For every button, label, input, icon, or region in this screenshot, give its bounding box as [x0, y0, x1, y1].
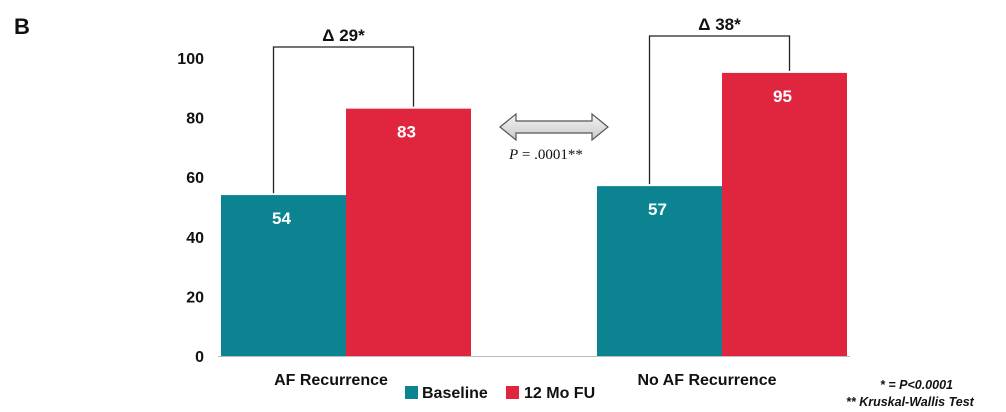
delta-label: Δ 38* [698, 15, 741, 34]
bar-baseline-1 [597, 186, 722, 356]
y-tick-label: 0 [195, 349, 204, 366]
footnote-test: ** Kruskal-Wallis Test [846, 395, 975, 409]
y-axis: 0 20 40 60 80 100 [177, 51, 204, 366]
bar-value-label: 95 [773, 87, 792, 106]
legend: Baseline 12 Mo FU [405, 385, 595, 402]
legend-swatch-baseline [405, 386, 418, 399]
x-category-label: AF Recurrence [274, 372, 388, 389]
delta-brackets: Δ 29* Δ 38* [272, 15, 791, 194]
legend-label-12mo: 12 Mo FU [524, 385, 595, 402]
footnote-significance: * = P<0.0001 [880, 378, 953, 392]
bar-baseline-0 [221, 195, 346, 356]
comparison-p-value: P = .0001** [508, 147, 583, 163]
y-tick-label: 80 [186, 111, 204, 128]
y-tick-label: 20 [186, 289, 204, 306]
bars: 54 83 57 95 [218, 72, 850, 357]
panel-label: B [14, 14, 30, 39]
y-tick-label: 100 [177, 51, 204, 68]
x-axis-labels: AF Recurrence No AF Recurrence [274, 372, 777, 389]
p-text: = .0001** [518, 147, 583, 163]
delta-bracket [272, 46, 415, 194]
x-category-label: No AF Recurrence [638, 372, 777, 389]
legend-swatch-12mo [506, 386, 519, 399]
bar-value-label: 57 [648, 200, 667, 219]
comparison-arrow [499, 112, 609, 142]
delta-label: Δ 29* [322, 26, 365, 45]
bar-12mo-0 [346, 108, 471, 356]
delta-bracket [648, 35, 791, 185]
y-tick-label: 60 [186, 170, 204, 187]
bar-value-label: 83 [397, 123, 416, 142]
p-symbol: P [508, 147, 518, 163]
bar-12mo-1 [722, 72, 847, 357]
y-tick-label: 40 [186, 230, 204, 247]
bar-value-label: 54 [272, 209, 291, 228]
legend-label-baseline: Baseline [422, 385, 488, 402]
